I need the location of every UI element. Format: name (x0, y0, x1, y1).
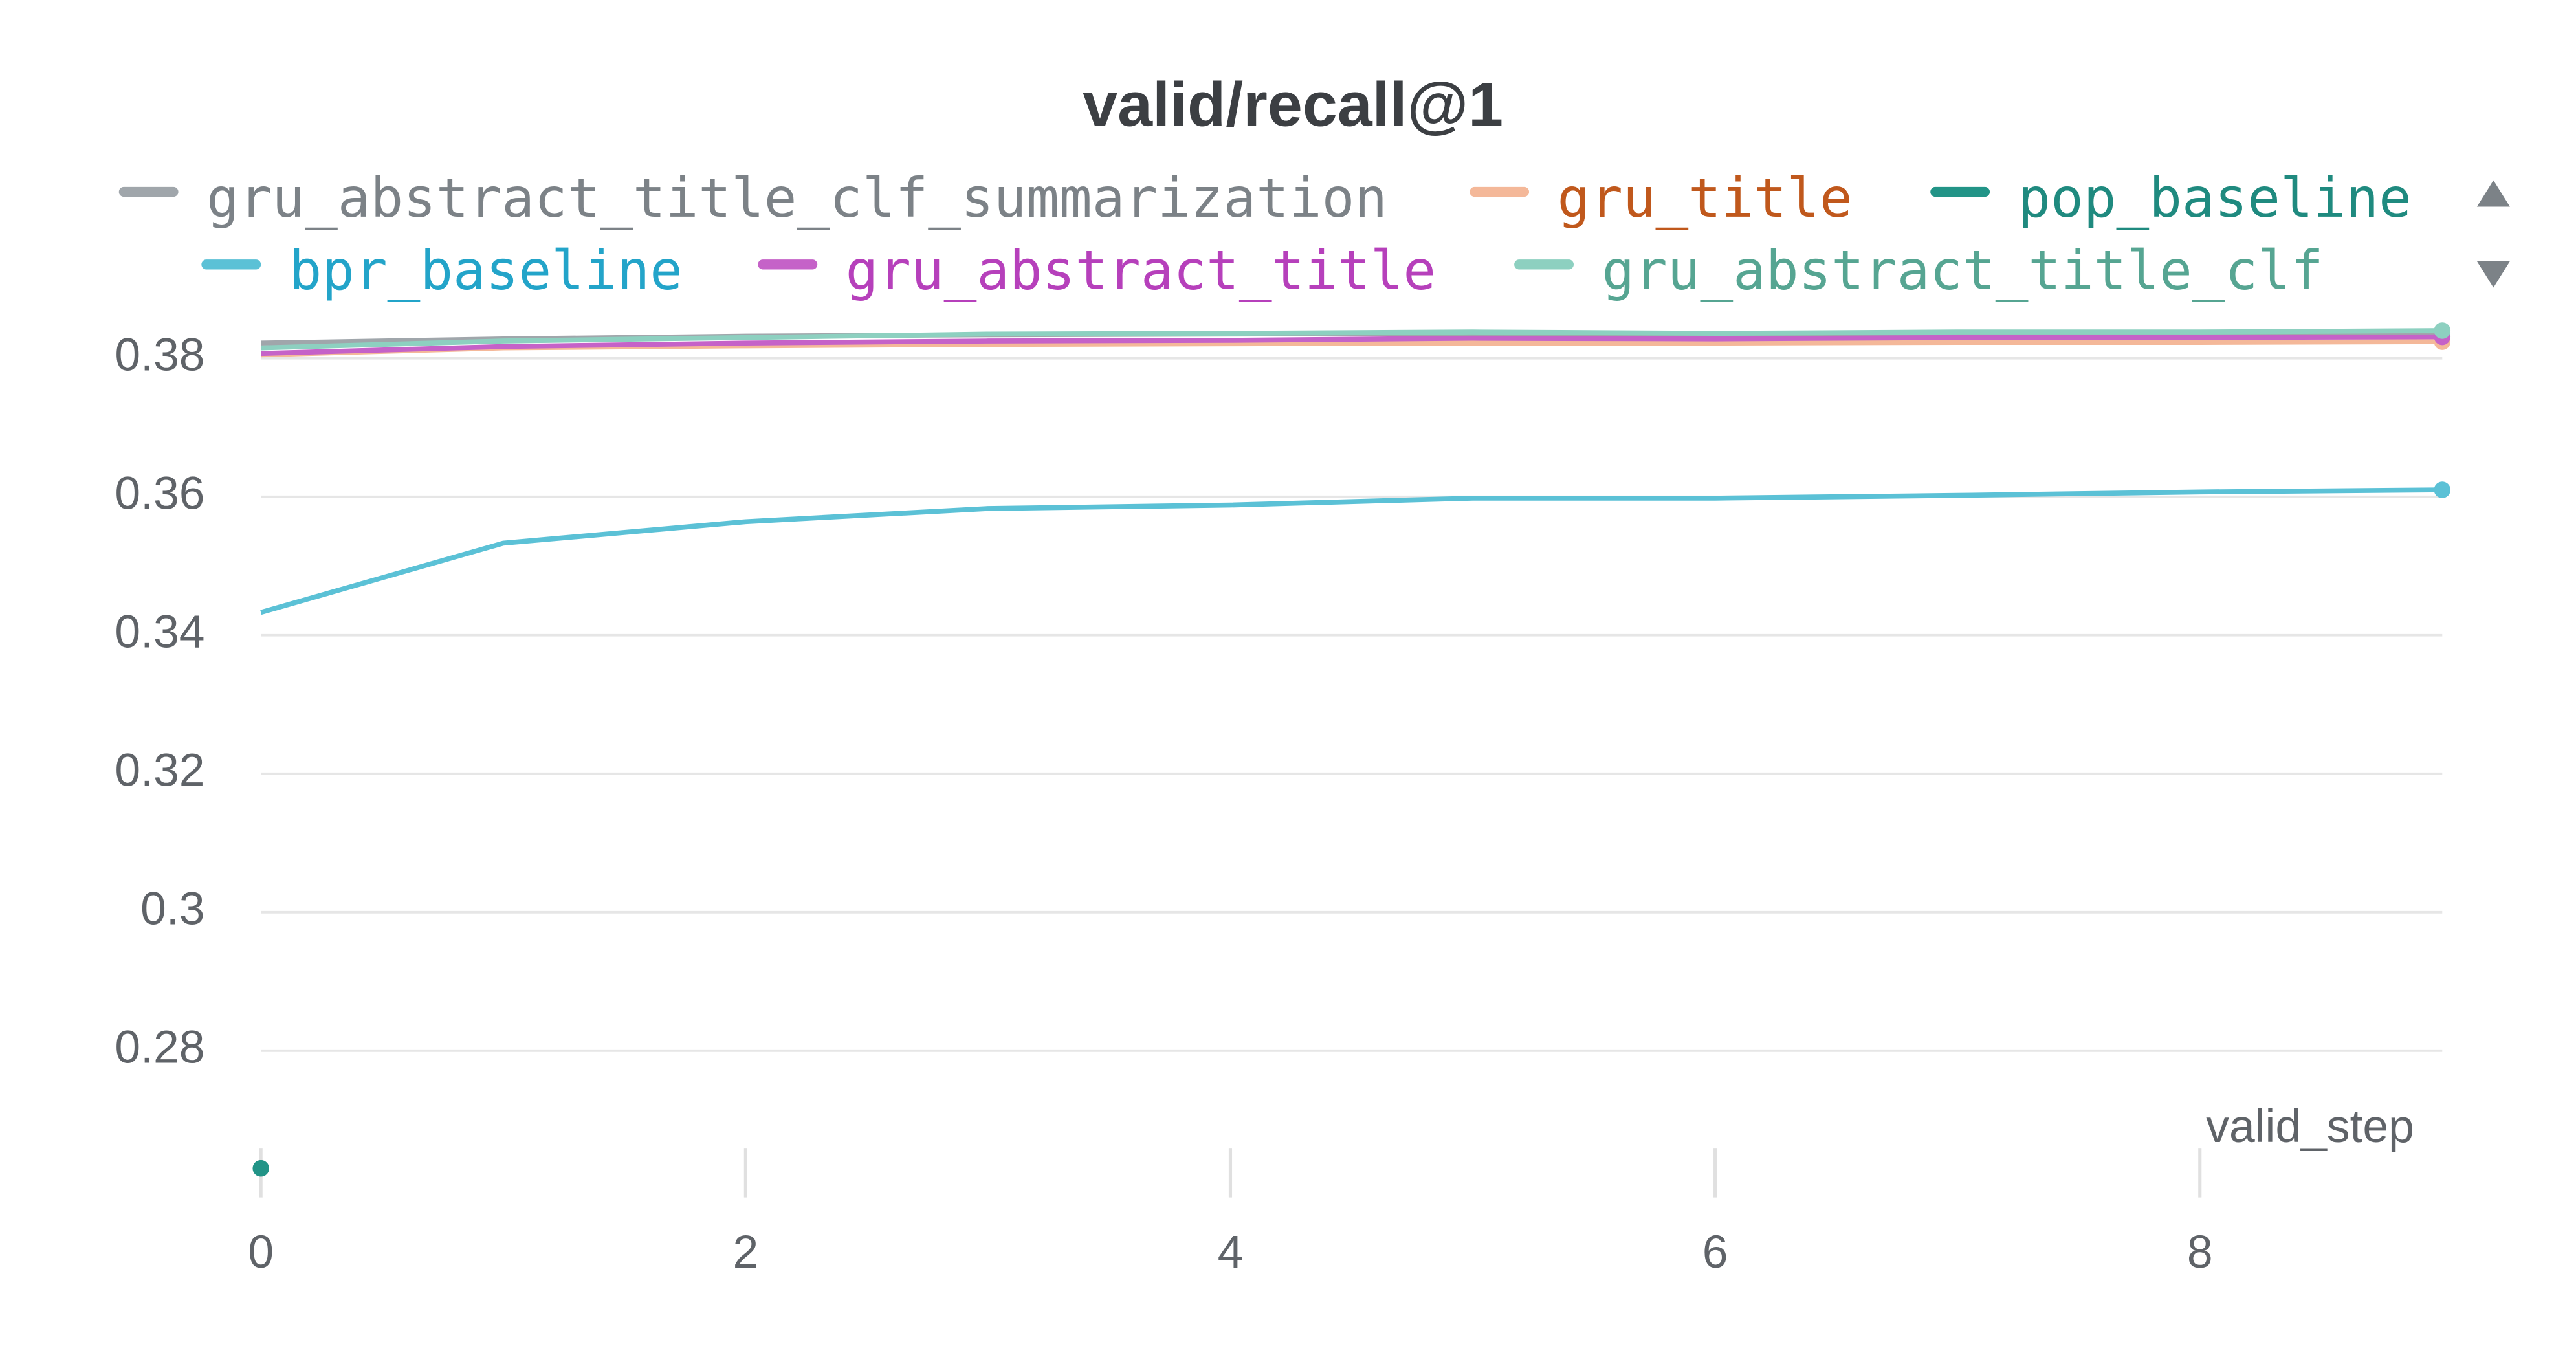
y-tick-label: 0.28 (115, 1022, 204, 1073)
series-end-point (2434, 322, 2451, 339)
y-tick-label: 0.36 (115, 468, 204, 520)
x-axis-label: valid_step (2206, 1101, 2414, 1152)
legend-label: gru_abstract_title (846, 239, 1437, 302)
legend-label: gru_abstract_title_clf (1602, 239, 2323, 302)
legend-label: pop_baseline (2018, 166, 2411, 230)
x-tick-label: 2 (732, 1226, 758, 1278)
x-tick-label: 6 (1702, 1226, 1728, 1278)
series-line (260, 487, 2443, 615)
series-end-point (252, 1160, 269, 1177)
x-tick-label: 0 (248, 1226, 274, 1278)
chart-title: valid/recall@1 (1083, 69, 1503, 140)
y-tick-label: 0.38 (115, 329, 204, 381)
series-line (261, 334, 2443, 357)
y-tick-label: 0.32 (115, 745, 204, 797)
series-line (261, 328, 2443, 351)
legend-label: bpr_baseline (289, 239, 683, 302)
y-tick-label: 0.34 (115, 606, 204, 658)
series-end-point (2434, 481, 2451, 498)
x-tick-label: 4 (1218, 1226, 1244, 1278)
y-tick-label: 0.3 (140, 883, 204, 935)
legend-scroll-up[interactable] (2476, 180, 2510, 207)
legend-label: gru_abstract_title_clf_summarization (206, 166, 1387, 230)
legend-scroll-down[interactable] (2476, 261, 2510, 288)
legend-label: gru_title (1557, 166, 1852, 230)
x-tick-label: 8 (2187, 1226, 2213, 1278)
